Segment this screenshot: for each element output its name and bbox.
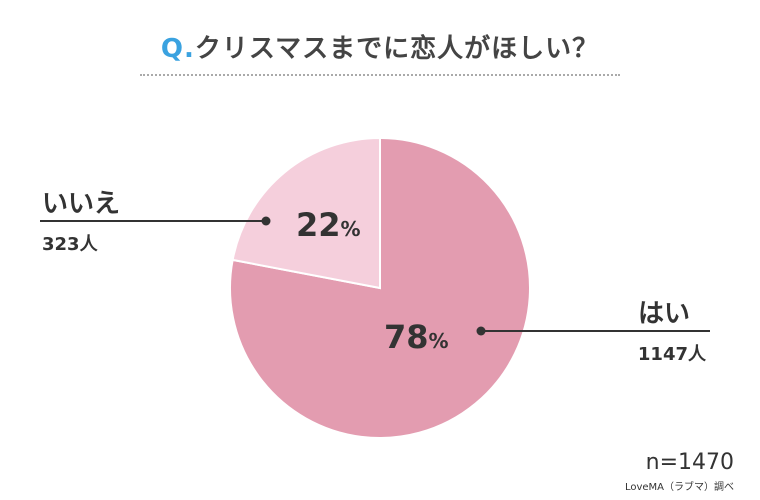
slice-category-0: はい — [638, 299, 690, 329]
pie-slices — [229, 136, 531, 439]
slice-labels: 78% はい 1147人 22% いいえ 323人 — [42, 189, 707, 365]
chart-title: Q.クリスマスまでに恋人がほしい？ — [0, 28, 760, 65]
title-divider — [140, 74, 620, 76]
leader-lines — [40, 216, 710, 336]
pie-slice-0 — [229, 136, 531, 439]
slice-count-1: 323人 — [42, 234, 99, 255]
leader-dot-0 — [476, 326, 486, 336]
title-prefix: Q. — [160, 34, 195, 64]
slice-percent-0: 78% — [384, 318, 449, 356]
sample-size: n=1470 — [645, 450, 734, 475]
slice-category-1: いいえ — [42, 189, 120, 219]
title-text: クリスマスまでに恋人がほしい？ — [194, 34, 600, 64]
slice-count-0: 1147人 — [638, 344, 707, 365]
source-note: LoveMA（ラブマ）調べ — [624, 482, 734, 493]
pie-slice-1 — [231, 136, 381, 290]
leader-dot-1 — [261, 216, 271, 226]
slice-percent-1: 22% — [296, 206, 361, 244]
